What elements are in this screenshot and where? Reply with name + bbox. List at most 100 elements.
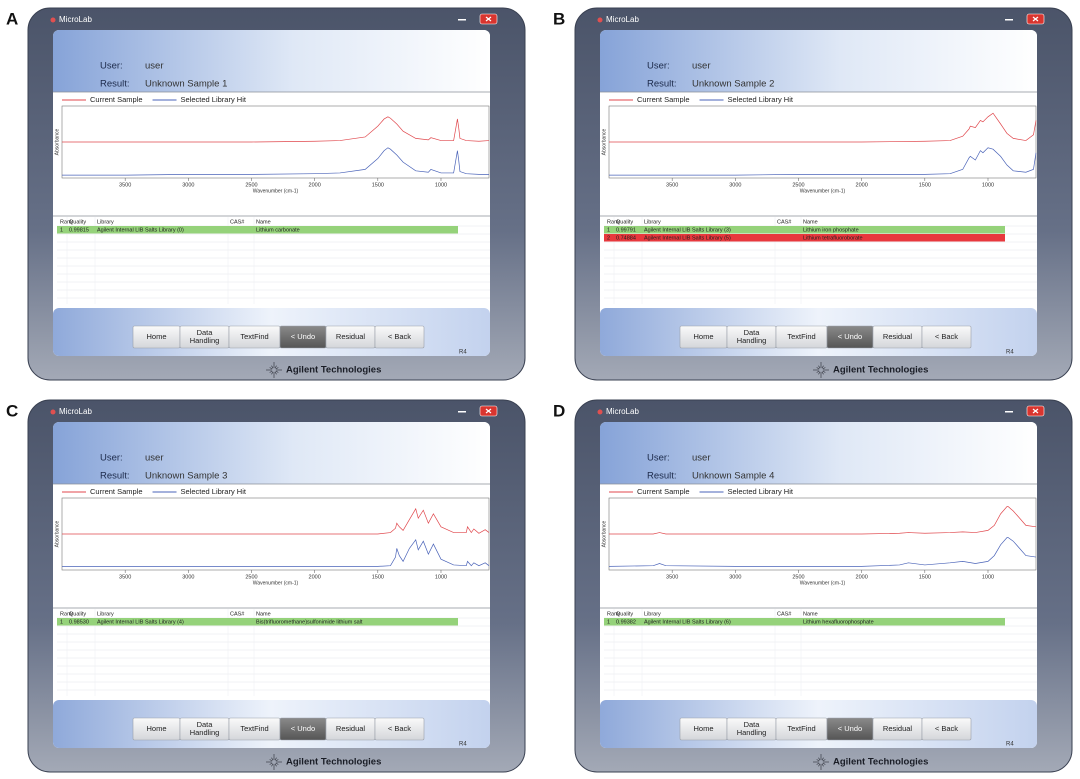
button-label: Data xyxy=(197,328,214,337)
table-row[interactable] xyxy=(604,226,1005,234)
minimize-button[interactable] xyxy=(1005,411,1013,413)
version: R4 xyxy=(459,742,467,748)
x-tick-label: 2500 xyxy=(245,182,257,188)
x-tick-label: 1000 xyxy=(435,182,447,188)
column-header: Rank xyxy=(607,219,620,225)
table-row[interactable] xyxy=(57,618,458,626)
button-label: Data xyxy=(744,328,761,337)
table-row[interactable] xyxy=(57,226,458,234)
column-header: Quality xyxy=(69,219,86,225)
logo-ray xyxy=(271,371,274,375)
app-icon xyxy=(597,409,603,415)
x-tick-label: 1000 xyxy=(982,182,994,188)
logo-ray xyxy=(275,370,279,373)
panel-label: D xyxy=(553,401,565,420)
x-tick-label: 3500 xyxy=(119,574,131,580)
table-cell: Agilent Internal LIB Salts Library (6) xyxy=(644,619,731,625)
table-cell: Agilent Internal LIB Salts Library (0) xyxy=(97,227,184,233)
x-axis-label: Wavenumber (cm-1) xyxy=(800,188,846,194)
spectrum-line xyxy=(608,537,1037,567)
header-bottom xyxy=(53,476,490,484)
logo-ray xyxy=(816,370,820,373)
logo-ray xyxy=(822,762,826,765)
window-title: MicroLab xyxy=(606,407,639,416)
header xyxy=(53,422,490,484)
button-label: TextFind xyxy=(787,724,815,733)
button-label: Home xyxy=(146,724,166,733)
x-tick-label: 1000 xyxy=(982,574,994,580)
logo-ray xyxy=(269,370,273,373)
logo-ray xyxy=(821,757,824,761)
minimize-button[interactable] xyxy=(458,411,466,413)
x-axis-label: Wavenumber (cm-1) xyxy=(253,580,299,586)
logo-ray xyxy=(821,371,824,375)
button[interactable] xyxy=(374,717,425,741)
legend-label: Current Sample xyxy=(90,487,143,496)
logo-ray xyxy=(816,367,820,370)
button[interactable] xyxy=(921,325,972,349)
x-tick-label: 3500 xyxy=(666,182,678,188)
column-header: Name xyxy=(256,219,271,225)
legend-label: Selected Library Hit xyxy=(181,95,247,104)
table-cell: Agilent Internal LIB Salts Library (3) xyxy=(644,227,731,233)
logo-ray xyxy=(818,757,821,761)
x-tick-label: 3500 xyxy=(666,574,678,580)
button-label: Data xyxy=(197,720,214,729)
panel-label: A xyxy=(6,9,18,28)
column-header: Name xyxy=(803,611,818,617)
button-label: Handling xyxy=(190,728,220,737)
table-row[interactable] xyxy=(604,618,1005,626)
app-icon xyxy=(50,17,56,23)
button-label: Home xyxy=(146,332,166,341)
header-bottom xyxy=(600,84,1037,92)
user-label: User: xyxy=(100,453,123,464)
logo-ray xyxy=(274,763,277,767)
button-label: < Back xyxy=(388,332,411,341)
button-label: Residual xyxy=(883,724,913,733)
x-tick-label: 2000 xyxy=(856,182,868,188)
spectrum-line xyxy=(62,507,490,535)
header-bottom xyxy=(600,476,1037,484)
table-cell: Agilent Internal LIB Salts Library (4) xyxy=(97,619,184,625)
user-label: User: xyxy=(647,61,670,72)
x-axis-label: Wavenumber (cm-1) xyxy=(800,580,846,586)
spectrum-line xyxy=(62,116,490,143)
legend-label: Current Sample xyxy=(637,95,690,104)
user-value: user xyxy=(692,453,710,464)
legend-label: Selected Library Hit xyxy=(728,487,794,496)
legend-label: Selected Library Hit xyxy=(181,487,247,496)
result-value: Unknown Sample 1 xyxy=(145,79,227,90)
user-label: User: xyxy=(647,453,670,464)
logo-ray xyxy=(271,365,274,369)
window: MicroLab User: user Result: Unknown Sample 2… xyxy=(574,7,1073,381)
logo-ray xyxy=(822,367,826,370)
x-tick-label: 2500 xyxy=(245,574,257,580)
brand: Agilent Technologies xyxy=(286,365,381,376)
close-icon xyxy=(1032,16,1039,22)
column-header: Quality xyxy=(616,611,633,617)
column-header: Rank xyxy=(60,219,73,225)
table-row[interactable] xyxy=(604,234,1005,242)
user-value: user xyxy=(692,61,710,72)
table-cell: 2 xyxy=(607,235,610,241)
minimize-button[interactable] xyxy=(1005,19,1013,21)
column-header: Name xyxy=(256,611,271,617)
x-tick-label: 1000 xyxy=(435,574,447,580)
logo-ray xyxy=(275,367,279,370)
button[interactable] xyxy=(374,325,425,349)
table-cell: 0.99791 xyxy=(616,227,636,233)
button[interactable] xyxy=(921,717,972,741)
button-label: Residual xyxy=(336,332,366,341)
table-cell: 0.99815 xyxy=(69,227,89,233)
result-label: Result: xyxy=(647,471,677,482)
table-cell: 1 xyxy=(60,227,63,233)
table-cell: Lithium tetrafluoroborate xyxy=(803,235,863,241)
version: R4 xyxy=(1006,742,1014,748)
button-label: Handling xyxy=(190,336,220,345)
logo-ray xyxy=(816,762,820,765)
x-tick-label: 2000 xyxy=(309,574,321,580)
button-label: TextFind xyxy=(240,724,268,733)
header-bottom xyxy=(53,84,490,92)
minimize-button[interactable] xyxy=(458,19,466,21)
user-value: user xyxy=(145,453,163,464)
